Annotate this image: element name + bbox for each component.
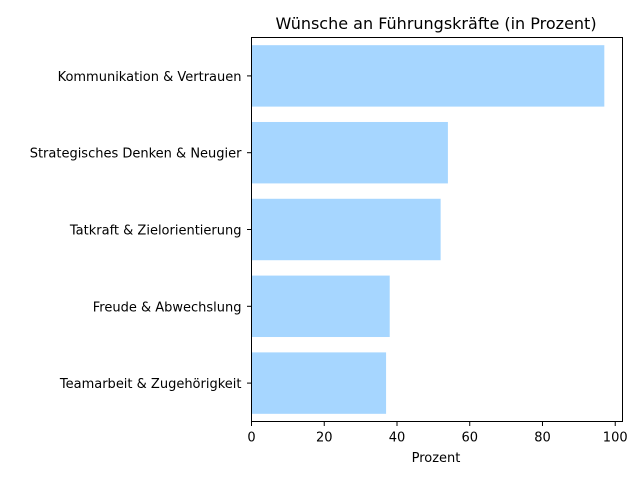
plot-frame: [251, 37, 623, 422]
bar: [251, 121, 448, 184]
x-tick-label: 40: [389, 431, 406, 446]
y-tick-label: Tatkraft & Zielorientierung: [69, 224, 242, 239]
bar: [251, 275, 390, 338]
y-tick-label: Kommunikation & Vertrauen: [58, 70, 242, 85]
x-tick-label: 0: [247, 431, 255, 446]
x-tick-label: 100: [603, 431, 628, 446]
y-tick-label: Strategisches Denken & Neugier: [30, 147, 242, 162]
y-tick-label: Teamarbeit & Zugehörigkeit: [59, 377, 242, 392]
bar: [251, 198, 441, 261]
x-tick-label: 60: [461, 431, 478, 446]
y-tick-label: Freude & Abwechslung: [93, 300, 242, 315]
bar: [251, 45, 605, 107]
x-axis-label: Prozent: [412, 451, 461, 466]
chart-title: Wünsche an Führungskräfte (in Prozent): [275, 14, 596, 33]
bar: [251, 352, 387, 414]
x-tick-label: 80: [534, 431, 551, 446]
x-tick-label: 20: [316, 431, 333, 446]
